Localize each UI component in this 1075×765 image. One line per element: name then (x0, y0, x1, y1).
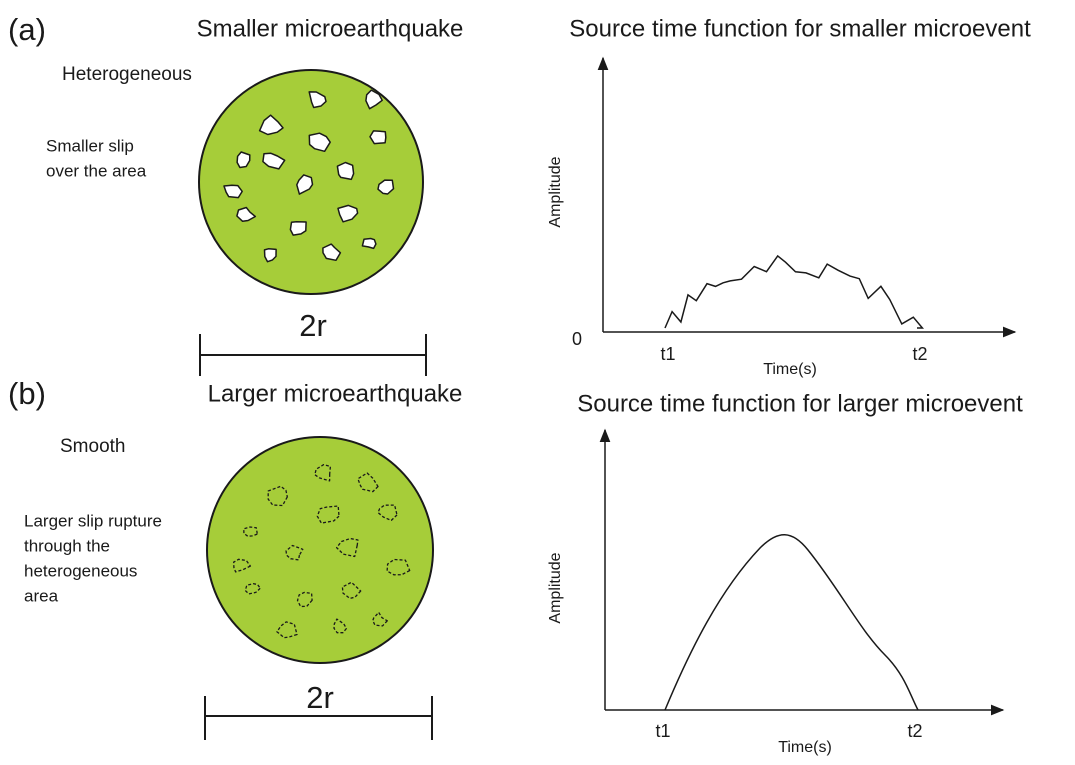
asperity (377, 504, 398, 522)
asperity (296, 174, 314, 195)
asperity (322, 243, 342, 262)
panel-label: (b) (8, 376, 46, 411)
stf-title: Source time function for larger microeve… (577, 390, 1023, 417)
asperity (369, 130, 387, 145)
asperity (365, 89, 383, 110)
note-line: through the (24, 536, 110, 555)
asperity (335, 537, 359, 558)
asperity (314, 463, 332, 482)
asperity (236, 206, 257, 223)
asperity (262, 152, 286, 170)
asperity (267, 485, 288, 507)
asperity (337, 204, 359, 223)
scale-label: 2r (306, 680, 334, 715)
panel-title: Larger microearthquake (208, 380, 463, 407)
asperity (244, 583, 261, 595)
panel-label: (a) (8, 12, 46, 47)
stf-title: Source time function for smaller microev… (569, 15, 1031, 42)
asperity (341, 581, 362, 600)
asperity (308, 91, 327, 109)
asperity (243, 526, 258, 537)
asperity (333, 618, 348, 634)
y-axis-label: Amplitude (547, 552, 564, 623)
asperity (386, 558, 411, 576)
fault-patch (206, 436, 434, 664)
source-time-function (664, 254, 925, 329)
note-line: Smaller slip (46, 136, 134, 155)
time-end: t2 (907, 721, 922, 741)
asperity (336, 161, 355, 181)
asperity (285, 544, 304, 561)
note-line: area (24, 586, 59, 605)
panel-title: Smaller microearthquake (197, 15, 464, 42)
note-line: heterogeneous (24, 561, 137, 580)
surface-label: Smooth (60, 436, 125, 457)
surface-label: Heterogeneous (62, 64, 192, 85)
time-start: t1 (660, 344, 675, 364)
asperities (233, 463, 411, 639)
y-axis-label: Amplitude (547, 156, 564, 227)
x-axis-label: Time(s) (763, 361, 817, 378)
asperity (316, 505, 340, 524)
scale-label: 2r (299, 308, 327, 343)
asperity (289, 221, 307, 236)
time-end: t2 (912, 344, 927, 364)
note-line: over the area (46, 161, 147, 180)
x-axis-label: Time(s) (778, 739, 832, 756)
asperity (361, 237, 377, 250)
asperity (258, 114, 284, 136)
note-line: Larger slip rupture (24, 511, 162, 530)
asperity (263, 248, 277, 263)
asperity (372, 611, 388, 627)
asperity (308, 132, 331, 153)
origin-label: 0 (572, 329, 582, 349)
asperity (223, 184, 243, 199)
asperity (377, 179, 395, 195)
time-start: t1 (655, 721, 670, 741)
asperity (276, 621, 298, 639)
asperity (357, 472, 379, 493)
asperity (236, 151, 251, 169)
asperities (223, 89, 395, 263)
source-time-function (664, 534, 919, 711)
